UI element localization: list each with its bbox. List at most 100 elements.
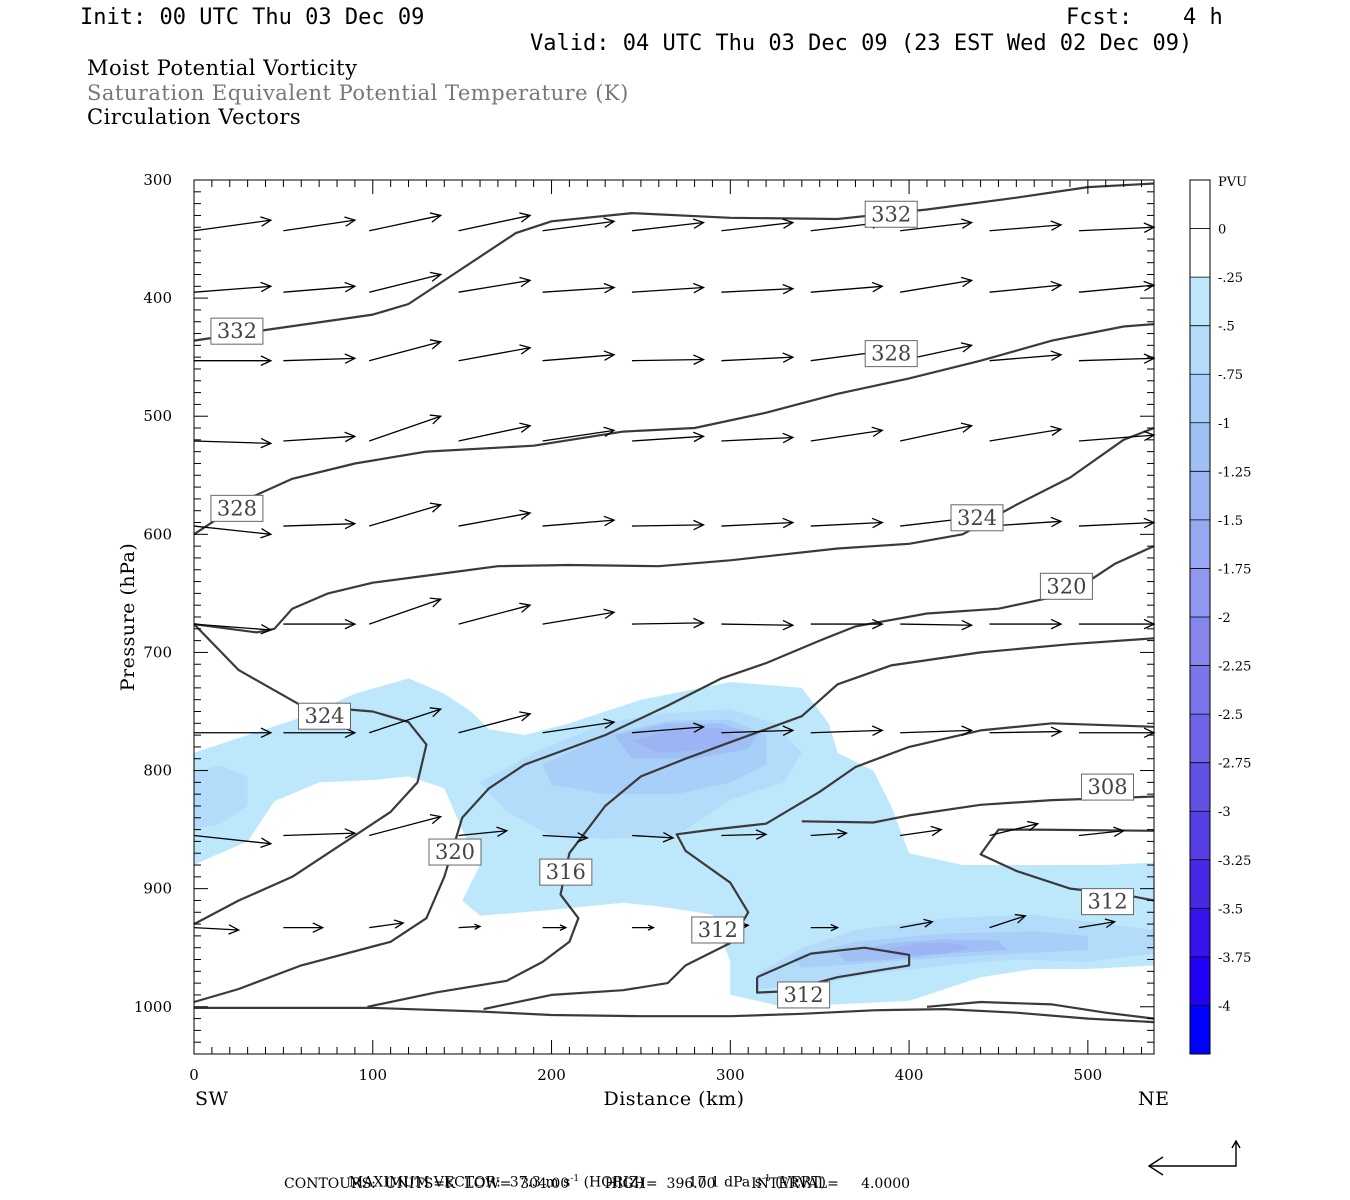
circulation-vector [989,220,1063,232]
circulation-vector [542,608,616,625]
contour-328-1 [193,323,1155,536]
circulation-vector [631,832,675,843]
circulation-vector [810,828,849,839]
contour-label: 312 [1081,888,1135,916]
vert-tag: (VERT) [775,1174,826,1191]
colorbar-segment [1190,568,1210,618]
colorbar-label: -.75 [1218,368,1243,383]
circulation-vector [1078,353,1156,364]
circulation-vector [989,820,1040,837]
circulation-vector [1078,280,1156,293]
colorbar-label: -1.25 [1218,465,1251,480]
circulation-vector [631,722,706,734]
circulation-vector [989,618,1063,630]
contour-324-3 [193,623,428,926]
circulation-vector [283,618,357,630]
colorbar-label: -1.5 [1218,514,1243,529]
x-tick-label: 500 [1074,1066,1103,1084]
circulation-vector [458,276,532,293]
circulation-vector [810,923,840,932]
circulation-vector [1078,727,1156,739]
circulation-vector [631,218,706,232]
pv-region-9 [882,943,972,956]
y-tick-label: 800 [143,762,172,780]
colorbar-label: -3 [1218,805,1231,820]
circulation-vector [1078,618,1156,630]
contour-label: 324 [950,504,1004,532]
field-name-vectors: Circulation Vectors [87,105,302,129]
colorbar-title: PVU [1218,175,1247,190]
circulation-vector [810,517,884,529]
svg-text:320: 320 [1046,574,1086,598]
vert-exponent: -1 [761,1174,771,1184]
contours-info-line: CONTOURS: UNITS=K LOW= 304.00 HIGH= 396.… [284,1176,911,1192]
contour-label: 308 [1081,773,1135,801]
colorbar-segment [1190,714,1210,764]
circulation-vector [989,425,1063,442]
colorbar-label: -.25 [1218,271,1243,286]
contour-label: 332 [210,317,264,345]
pv-region-2 [194,765,248,830]
circulation-vector [721,283,795,295]
y-axis-title: Pressure (hPa) [117,543,139,692]
contour-label: 320 [1039,572,1093,600]
circulation-vector [458,923,482,930]
circulation-vector [193,437,273,449]
contour-320-4 [193,545,1155,1004]
circulation-vector [458,212,532,232]
svg-text:312: 312 [698,918,738,942]
x-tick-label: 0 [189,1066,199,1084]
colorbar-label: -1.75 [1218,562,1251,577]
max-vector-line: MAXIMUM VECTOR: 37.3 m s-1 (HORIZ) 17.1 … [340,1158,826,1191]
circulation-vector [1078,517,1156,529]
circulation-vector [458,344,532,362]
colorbar-segment [1190,762,1210,812]
svg-text:324: 324 [957,506,997,530]
circulation-vector [631,282,706,294]
x-axis-title: Distance (km) [603,1088,744,1110]
x-tick-label: 200 [537,1066,566,1084]
circulation-vector [900,619,974,631]
pv-region-8 [632,728,740,753]
svg-text:312: 312 [1087,890,1127,914]
x-left-end-label: SW [195,1088,229,1110]
contour-label: 312 [777,981,831,1009]
colorbar-label: -2.75 [1218,757,1251,772]
circulation-vector [542,718,616,734]
circulation-vector [810,618,884,630]
contour-label: 328 [864,340,918,368]
circulation-vector [900,276,974,293]
circulation-vector [193,281,273,293]
circulation-vector [900,422,974,442]
circulation-vector [193,525,273,539]
max-vertical-vector: 17.1 dPa s [688,1174,762,1191]
colorbar-label: -2.25 [1218,660,1251,675]
colorbar-segment [1190,956,1210,1006]
init-time: Init: 00 UTC Thu 03 Dec 09 [80,5,425,30]
y-tick-label: 500 [143,407,172,425]
circulation-vector [900,725,974,736]
colorbar-segment [1190,325,1210,375]
colorbar-label: -4 [1218,999,1231,1014]
circulation-vector [369,813,443,837]
circulation-vector [989,726,1063,737]
colorbar-segment [1190,859,1210,909]
circulation-vector [194,727,273,739]
circulation-vector [542,515,616,527]
colorbar-label: -3.75 [1218,951,1251,966]
colorbar-segment [1190,374,1210,424]
circulation-vector [193,216,273,232]
circulation-vector [1078,826,1126,838]
circulation-vector [193,924,241,935]
forecast-hours: 4 h [1183,5,1223,30]
svg-text:328: 328 [217,496,257,520]
contour-332-0 [193,182,1155,342]
contour-label: 328 [210,494,264,522]
svg-text:324: 324 [304,704,344,728]
max-horizontal-vector: 37.3 m s [509,1174,571,1191]
circulation-vector [542,282,616,294]
circulation-vector [721,517,795,529]
circulation-vector [721,829,768,840]
svg-text:316: 316 [546,860,586,884]
